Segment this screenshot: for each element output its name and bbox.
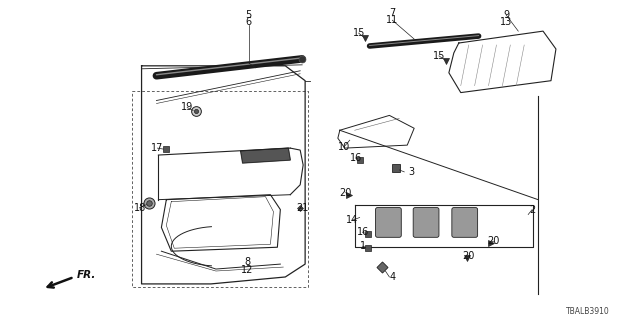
Text: 1: 1 [360,241,365,251]
Text: 20: 20 [487,236,500,246]
FancyBboxPatch shape [452,208,477,237]
Text: 15: 15 [433,51,445,61]
Text: TBALB3910: TBALB3910 [566,307,609,316]
Text: 16: 16 [356,228,369,237]
Text: 20: 20 [463,251,475,261]
Text: 15: 15 [353,28,365,38]
Polygon shape [241,148,291,163]
Text: 16: 16 [349,153,362,163]
Text: 14: 14 [346,215,358,226]
Text: 5: 5 [246,10,252,20]
Text: 11: 11 [387,15,399,25]
Text: 12: 12 [241,265,254,275]
Text: 7: 7 [389,8,396,18]
Text: 4: 4 [389,272,396,282]
Text: 6: 6 [246,17,252,27]
FancyBboxPatch shape [376,208,401,237]
Text: 17: 17 [151,143,164,153]
Text: 8: 8 [244,257,251,267]
Text: 9: 9 [503,10,509,20]
Text: 20: 20 [340,188,352,198]
Text: 2: 2 [529,204,535,215]
Text: 13: 13 [500,17,513,27]
Text: FR.: FR. [77,270,97,280]
Text: 18: 18 [134,203,146,212]
Text: 3: 3 [408,167,414,177]
Text: 10: 10 [338,142,350,152]
FancyBboxPatch shape [413,208,439,237]
Text: 21: 21 [296,203,308,212]
Text: 19: 19 [181,102,193,112]
